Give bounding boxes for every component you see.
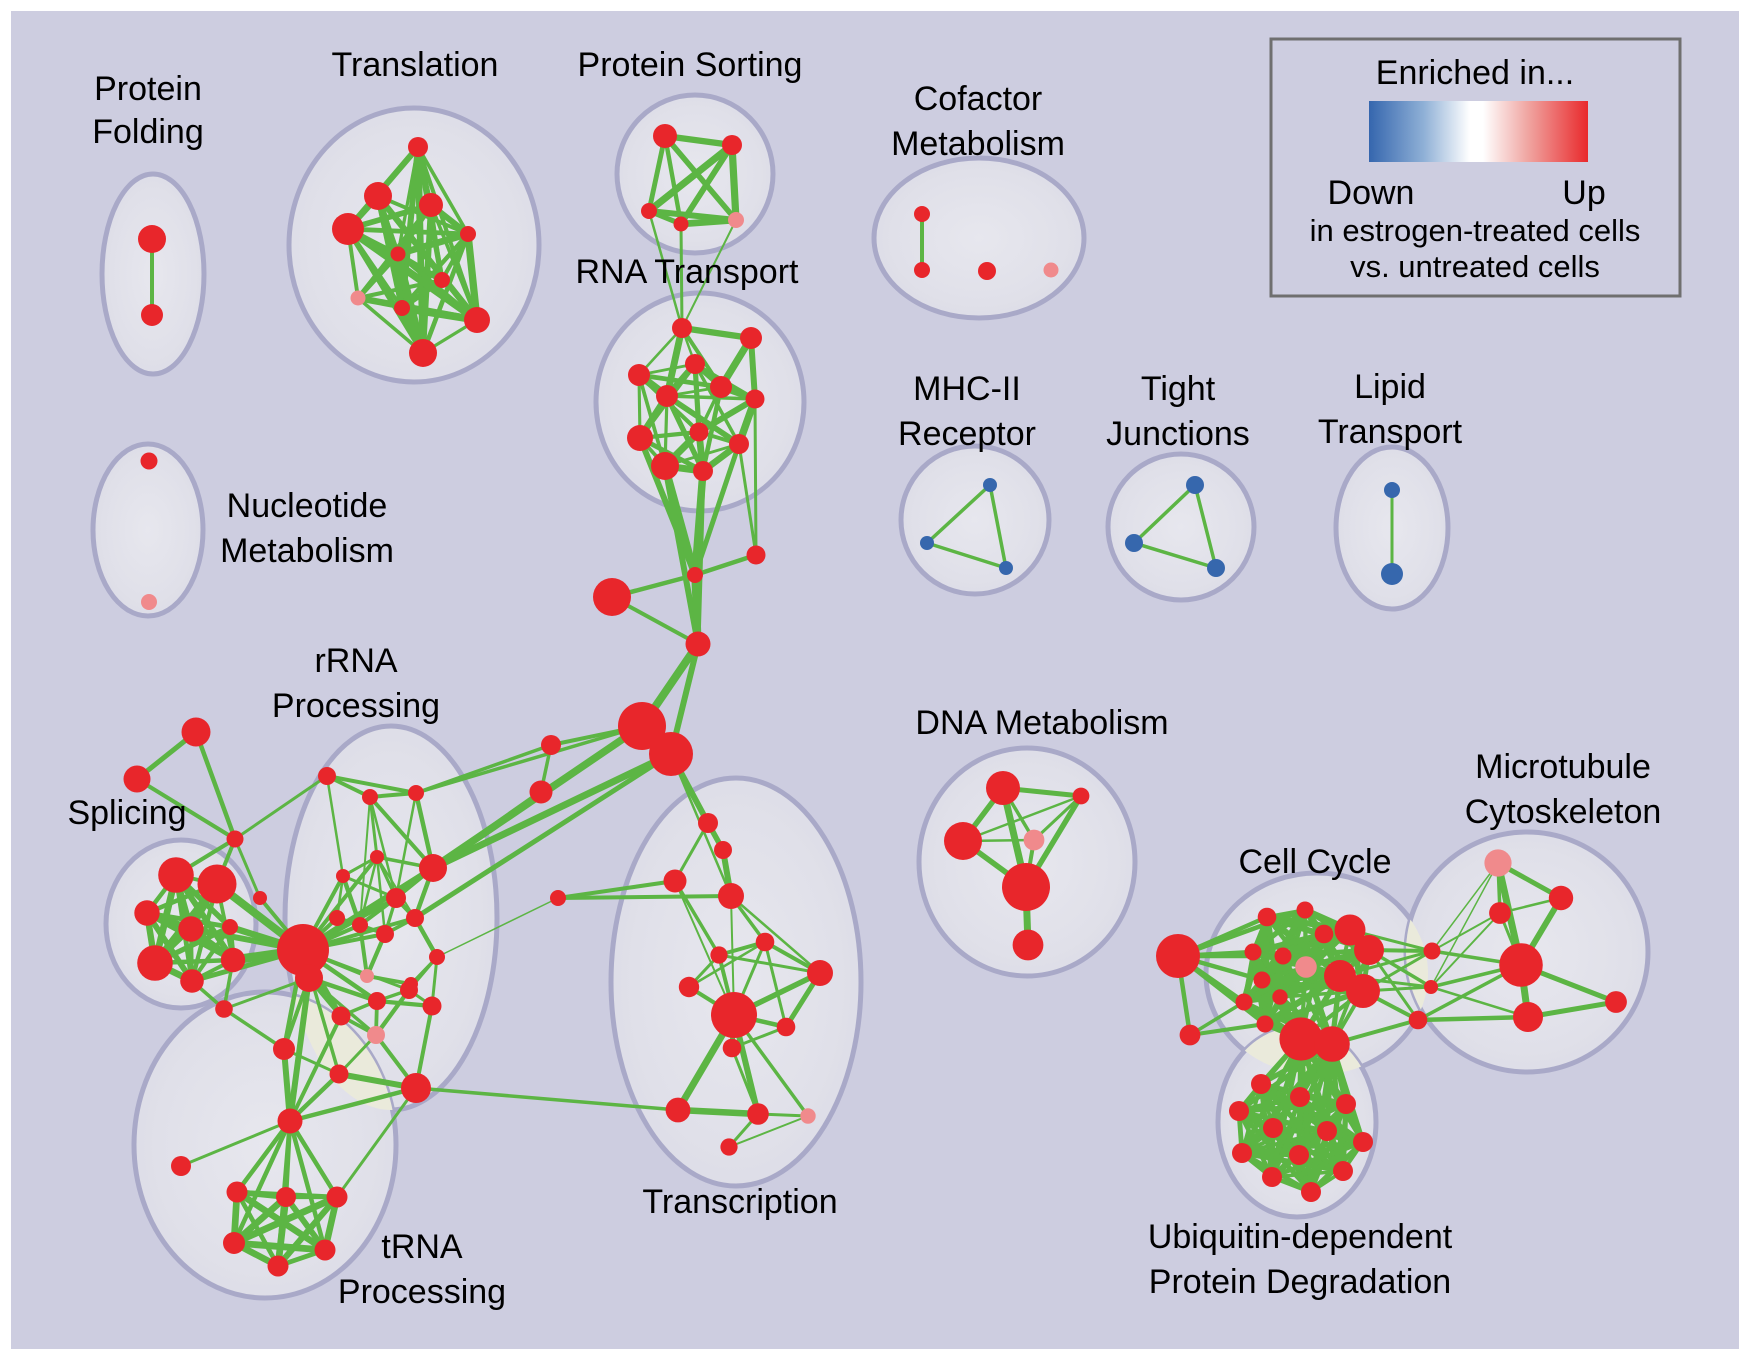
- svg-text:Cytoskeleton: Cytoskeleton: [1465, 793, 1662, 831]
- svg-text:Processing: Processing: [338, 1273, 506, 1311]
- svg-text:Lipid: Lipid: [1354, 368, 1426, 406]
- svg-text:Transcription: Transcription: [642, 1183, 837, 1221]
- svg-text:Down: Down: [1328, 174, 1415, 212]
- svg-text:Metabolism: Metabolism: [220, 532, 394, 570]
- svg-text:Enriched in...: Enriched in...: [1376, 54, 1574, 92]
- svg-text:in estrogen-treated cells: in estrogen-treated cells: [1310, 213, 1641, 248]
- svg-text:Transport: Transport: [1318, 413, 1463, 451]
- svg-text:Folding: Folding: [92, 113, 204, 151]
- svg-text:vs. untreated cells: vs. untreated cells: [1350, 249, 1600, 284]
- svg-text:Nucleotide: Nucleotide: [227, 487, 388, 525]
- svg-text:Processing: Processing: [272, 687, 440, 725]
- svg-text:Metabolism: Metabolism: [891, 125, 1065, 163]
- svg-text:Cell Cycle: Cell Cycle: [1238, 843, 1391, 881]
- svg-text:Ubiquitin-dependent: Ubiquitin-dependent: [1148, 1218, 1453, 1256]
- svg-text:Receptor: Receptor: [898, 415, 1036, 453]
- svg-text:tRNA: tRNA: [381, 1228, 463, 1266]
- svg-text:MHC-II: MHC-II: [913, 370, 1021, 408]
- svg-text:Cofactor: Cofactor: [914, 80, 1043, 118]
- svg-text:Microtubule: Microtubule: [1475, 748, 1651, 786]
- svg-text:RNA Transport: RNA Transport: [576, 253, 800, 291]
- svg-text:rRNA: rRNA: [314, 642, 397, 680]
- svg-text:DNA Metabolism: DNA Metabolism: [915, 704, 1168, 742]
- svg-text:Tight: Tight: [1141, 370, 1216, 408]
- svg-text:Translation: Translation: [332, 46, 499, 84]
- svg-text:Junctions: Junctions: [1106, 415, 1250, 453]
- svg-text:Up: Up: [1562, 174, 1605, 212]
- svg-text:Protein Degradation: Protein Degradation: [1149, 1263, 1451, 1301]
- svg-text:Protein Sorting: Protein Sorting: [578, 46, 803, 84]
- svg-text:Protein: Protein: [94, 70, 202, 108]
- svg-text:Splicing: Splicing: [67, 794, 186, 832]
